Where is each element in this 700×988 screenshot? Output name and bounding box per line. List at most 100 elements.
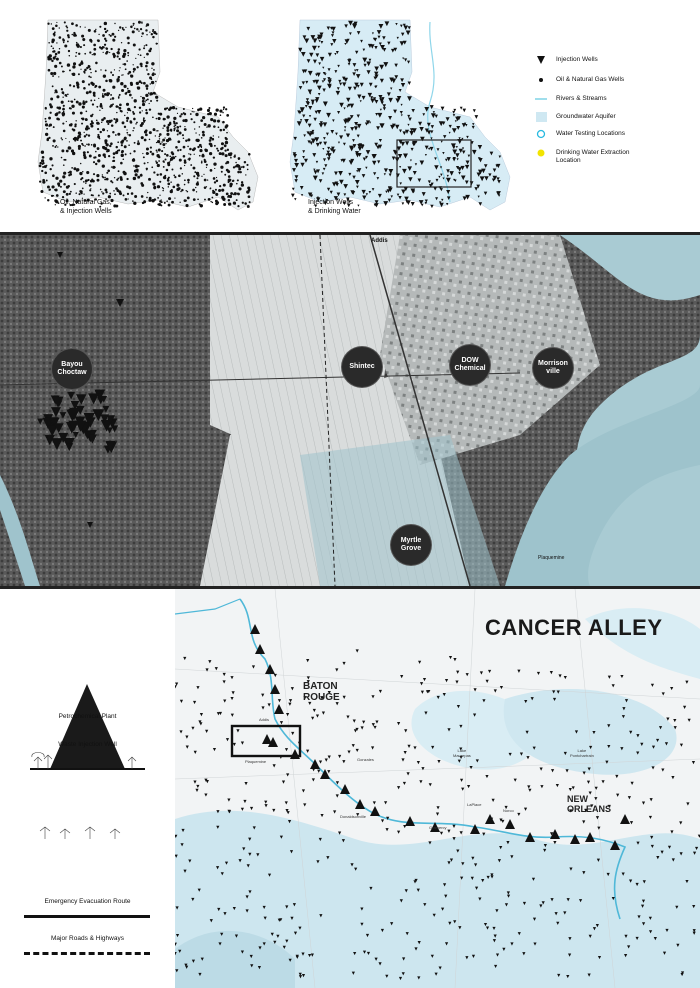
injection-well-mark <box>338 171 343 176</box>
well-dot <box>54 204 56 206</box>
injection-well-mark <box>679 821 683 825</box>
well-dot <box>212 119 217 123</box>
well-dot <box>102 88 106 92</box>
bubble-shintec: Shintec <box>342 347 382 387</box>
injection-well-mark <box>452 110 456 114</box>
well-dot <box>142 152 144 155</box>
well-dot <box>110 124 114 127</box>
well-dot <box>133 158 135 160</box>
injection-well-mark <box>261 706 265 710</box>
well-dot <box>241 201 244 204</box>
well-dot <box>118 93 121 96</box>
well-dot <box>65 199 69 203</box>
injection-well-mark <box>58 432 69 443</box>
injection-well-mark <box>326 187 331 191</box>
well-dot <box>73 33 77 37</box>
petrochemical-plant-mark <box>405 816 415 826</box>
well-dot <box>118 57 121 60</box>
well-dot <box>157 116 161 121</box>
injection-well-mark <box>244 782 248 786</box>
injection-well-mark <box>400 114 403 117</box>
injection-well-mark <box>343 184 348 189</box>
injection-well-mark <box>339 135 344 140</box>
well-dot <box>237 164 241 168</box>
well-dot <box>116 51 118 54</box>
well-dot <box>48 136 51 139</box>
injection-well-mark <box>353 729 358 733</box>
injection-well-mark <box>578 899 583 903</box>
injection-well-mark <box>637 915 641 919</box>
well-dot <box>99 109 101 111</box>
well-dot <box>159 180 162 183</box>
well-dot <box>180 190 182 193</box>
injection-well-mark <box>393 109 398 114</box>
well-dot <box>155 32 158 35</box>
injection-well-mark <box>404 196 409 202</box>
well-dot <box>117 48 121 51</box>
well-dot <box>127 89 131 94</box>
well-dot <box>85 110 88 113</box>
injection-well-mark <box>607 675 611 679</box>
injection-well-mark <box>582 771 586 775</box>
well-dot <box>193 153 195 155</box>
injection-well-mark <box>199 713 204 717</box>
injection-well-mark <box>52 396 64 408</box>
injection-well-mark <box>356 123 362 129</box>
well-dot <box>78 102 82 106</box>
injection-well-mark <box>314 79 320 85</box>
injection-well-mark <box>413 880 417 884</box>
well-dot <box>42 180 46 184</box>
injection-well-mark <box>378 42 382 46</box>
well-dot <box>148 177 151 181</box>
injection-well-mark <box>648 916 652 920</box>
injection-well-mark <box>563 911 567 915</box>
injection-well-mark <box>179 730 183 734</box>
well-dot <box>127 134 129 136</box>
injection-well-mark <box>316 85 322 91</box>
injection-well-mark <box>400 83 406 88</box>
well-dot <box>202 133 205 137</box>
injection-well-mark <box>288 958 292 962</box>
injection-well-mark <box>565 769 569 773</box>
injection-well-mark <box>319 32 324 37</box>
well-dot <box>113 35 117 38</box>
well-dot <box>59 179 63 183</box>
injection-well-mark <box>179 699 184 703</box>
injection-well-mark <box>366 70 371 75</box>
injection-well-mark <box>478 202 483 206</box>
injection-well-cluster <box>37 252 124 528</box>
well-dot <box>44 123 49 127</box>
well-dot <box>187 181 190 184</box>
well-dot <box>204 148 208 153</box>
well-dot <box>220 165 224 169</box>
injection-well-mark <box>402 781 407 786</box>
injection-well-mark <box>354 121 359 126</box>
well-dot <box>140 136 144 140</box>
injection-well-mark <box>441 907 445 911</box>
well-dot <box>53 31 56 34</box>
well-dot <box>237 158 240 161</box>
injection-well-mark <box>563 675 567 680</box>
well-dot <box>79 136 82 138</box>
injection-well-mark <box>459 831 463 835</box>
injection-well-mark <box>209 919 213 923</box>
well-dot <box>61 195 65 199</box>
well-dot <box>81 80 85 84</box>
injection-well-mark <box>220 932 224 936</box>
injection-well-mark <box>375 112 379 116</box>
well-dot <box>147 191 149 194</box>
injection-well-mark <box>445 177 451 183</box>
injection-well-mark <box>343 129 347 132</box>
injection-well-mark <box>371 695 375 699</box>
injection-well-mark <box>664 742 669 746</box>
injection-well-mark <box>285 905 289 909</box>
injection-well-mark <box>354 69 357 72</box>
injection-well-mark <box>87 522 93 528</box>
injection-well-mark <box>196 784 200 789</box>
injection-well-mark <box>286 811 290 815</box>
well-dot <box>203 122 207 126</box>
well-dot <box>123 62 127 66</box>
well-dot <box>155 117 158 120</box>
well-dot <box>118 190 122 194</box>
well-dot <box>166 107 169 110</box>
